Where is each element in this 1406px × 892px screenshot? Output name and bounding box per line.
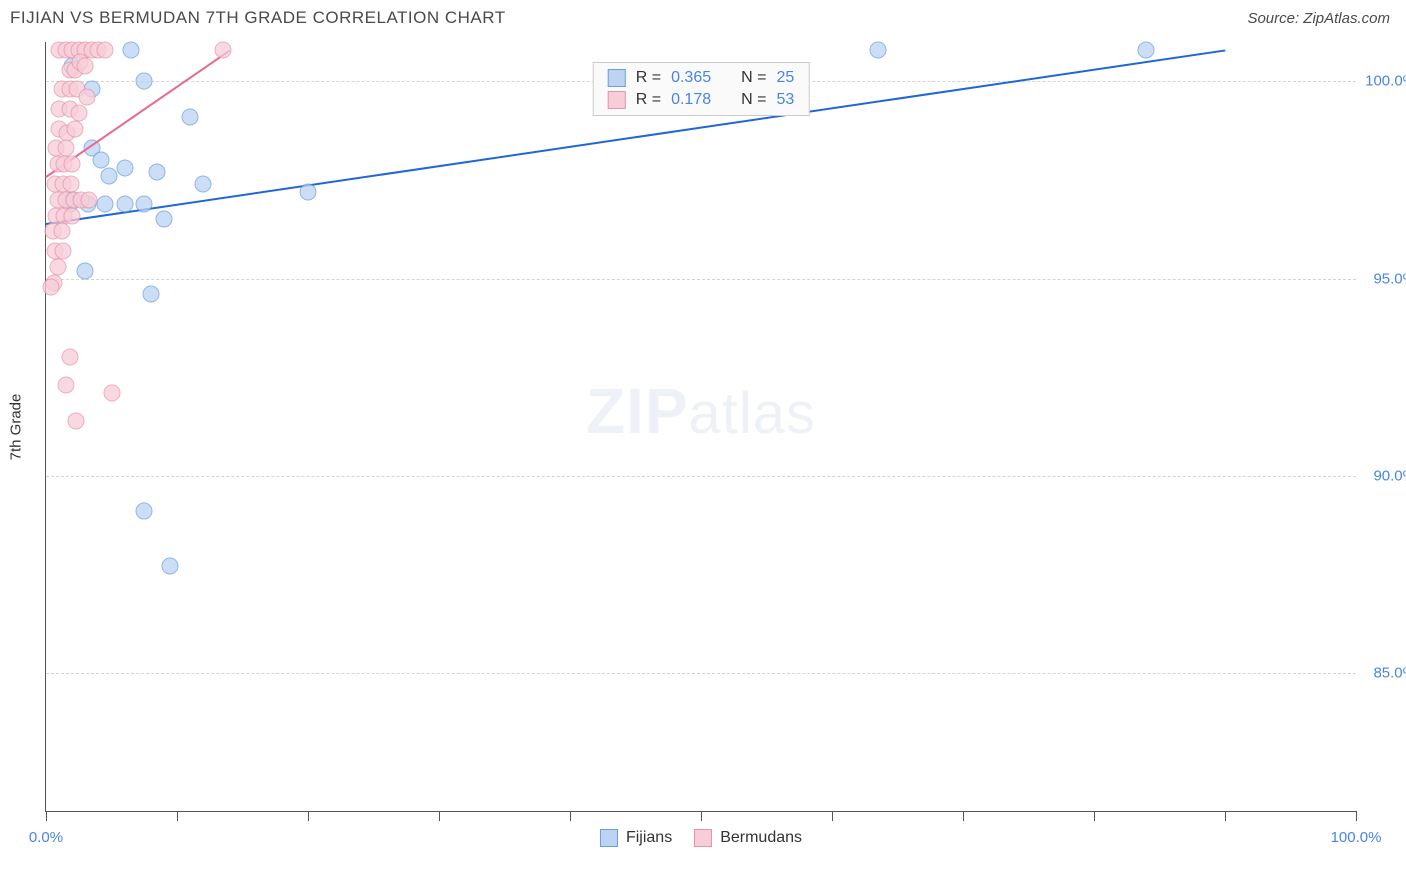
data-point [61,349,78,366]
data-point [49,258,66,275]
data-point [68,412,85,429]
data-point [62,175,79,192]
data-point [116,160,133,177]
n-label: N = [741,69,766,87]
watermark-rest: atlas [689,381,817,446]
data-point [96,41,113,58]
series-legend: Fijians Bermudans [600,829,802,847]
gridline [46,673,1356,674]
data-point [64,156,81,173]
data-point [195,175,212,192]
series-legend-item: Bermudans [694,829,802,847]
series-legend-label: Fijians [626,829,672,847]
x-tick [701,811,702,821]
x-tick [177,811,178,821]
watermark: ZIPatlas [586,374,816,448]
data-point [1138,41,1155,58]
data-point [77,262,94,279]
x-tick [308,811,309,821]
data-point [64,207,81,224]
correlation-legend-row: R = 0.178 N = 53 [594,89,809,111]
data-point [136,503,153,520]
data-point [93,152,110,169]
x-tick-label: 100.0% [1331,829,1382,846]
data-point [142,286,159,303]
data-point [100,168,117,185]
x-tick-label: 0.0% [29,829,63,846]
legend-swatch [608,91,626,109]
data-point [77,57,94,74]
legend-swatch [608,69,626,87]
data-point [300,183,317,200]
legend-swatch [694,829,712,847]
x-tick [46,811,47,821]
x-tick [1225,811,1226,821]
x-tick [1094,811,1095,821]
data-point [123,41,140,58]
data-point [96,195,113,212]
data-point [136,73,153,90]
n-label: N = [741,91,766,109]
data-point [70,104,87,121]
chart-title: FIJIAN VS BERMUDAN 7TH GRADE CORRELATION… [10,8,506,28]
r-value: 0.178 [671,91,711,109]
gridline [46,476,1356,477]
data-point [162,558,179,575]
y-tick-label: 90.0% [1373,467,1406,484]
data-point [116,195,133,212]
data-point [136,195,153,212]
gridline [46,279,1356,280]
r-value: 0.365 [671,69,711,87]
data-point [214,41,231,58]
r-label: R = [636,69,661,87]
data-point [78,89,95,106]
watermark-bold: ZIP [586,375,689,447]
y-axis-label: 7th Grade [8,393,25,460]
x-tick [832,811,833,821]
y-tick-label: 85.0% [1373,664,1406,681]
n-value: 53 [776,91,794,109]
data-point [66,120,83,137]
legend-swatch [600,829,618,847]
x-tick [439,811,440,821]
y-tick-label: 100.0% [1365,73,1406,90]
x-tick [570,811,571,821]
series-legend-item: Fijians [600,829,672,847]
correlation-legend: R = 0.365 N = 25 R = 0.178 N = 53 [593,62,810,116]
data-point [55,243,72,260]
r-label: R = [636,91,661,109]
data-point [81,191,98,208]
n-value: 25 [776,69,794,87]
chart-source: Source: ZipAtlas.com [1247,10,1390,27]
data-point [103,384,120,401]
data-point [155,211,172,228]
y-tick-label: 95.0% [1373,270,1406,287]
x-tick [963,811,964,821]
x-tick [1356,811,1357,821]
data-point [53,223,70,240]
chart-plot-area: 7th Grade ZIPatlas 85.0%90.0%95.0%100.0%… [45,42,1356,812]
data-point [57,140,74,157]
data-point [869,41,886,58]
data-point [182,108,199,125]
chart-header: FIJIAN VS BERMUDAN 7TH GRADE CORRELATION… [0,0,1406,32]
correlation-legend-row: R = 0.365 N = 25 [594,67,809,89]
series-legend-label: Bermudans [720,829,802,847]
data-point [149,164,166,181]
data-point [57,377,74,394]
data-point [43,278,60,295]
